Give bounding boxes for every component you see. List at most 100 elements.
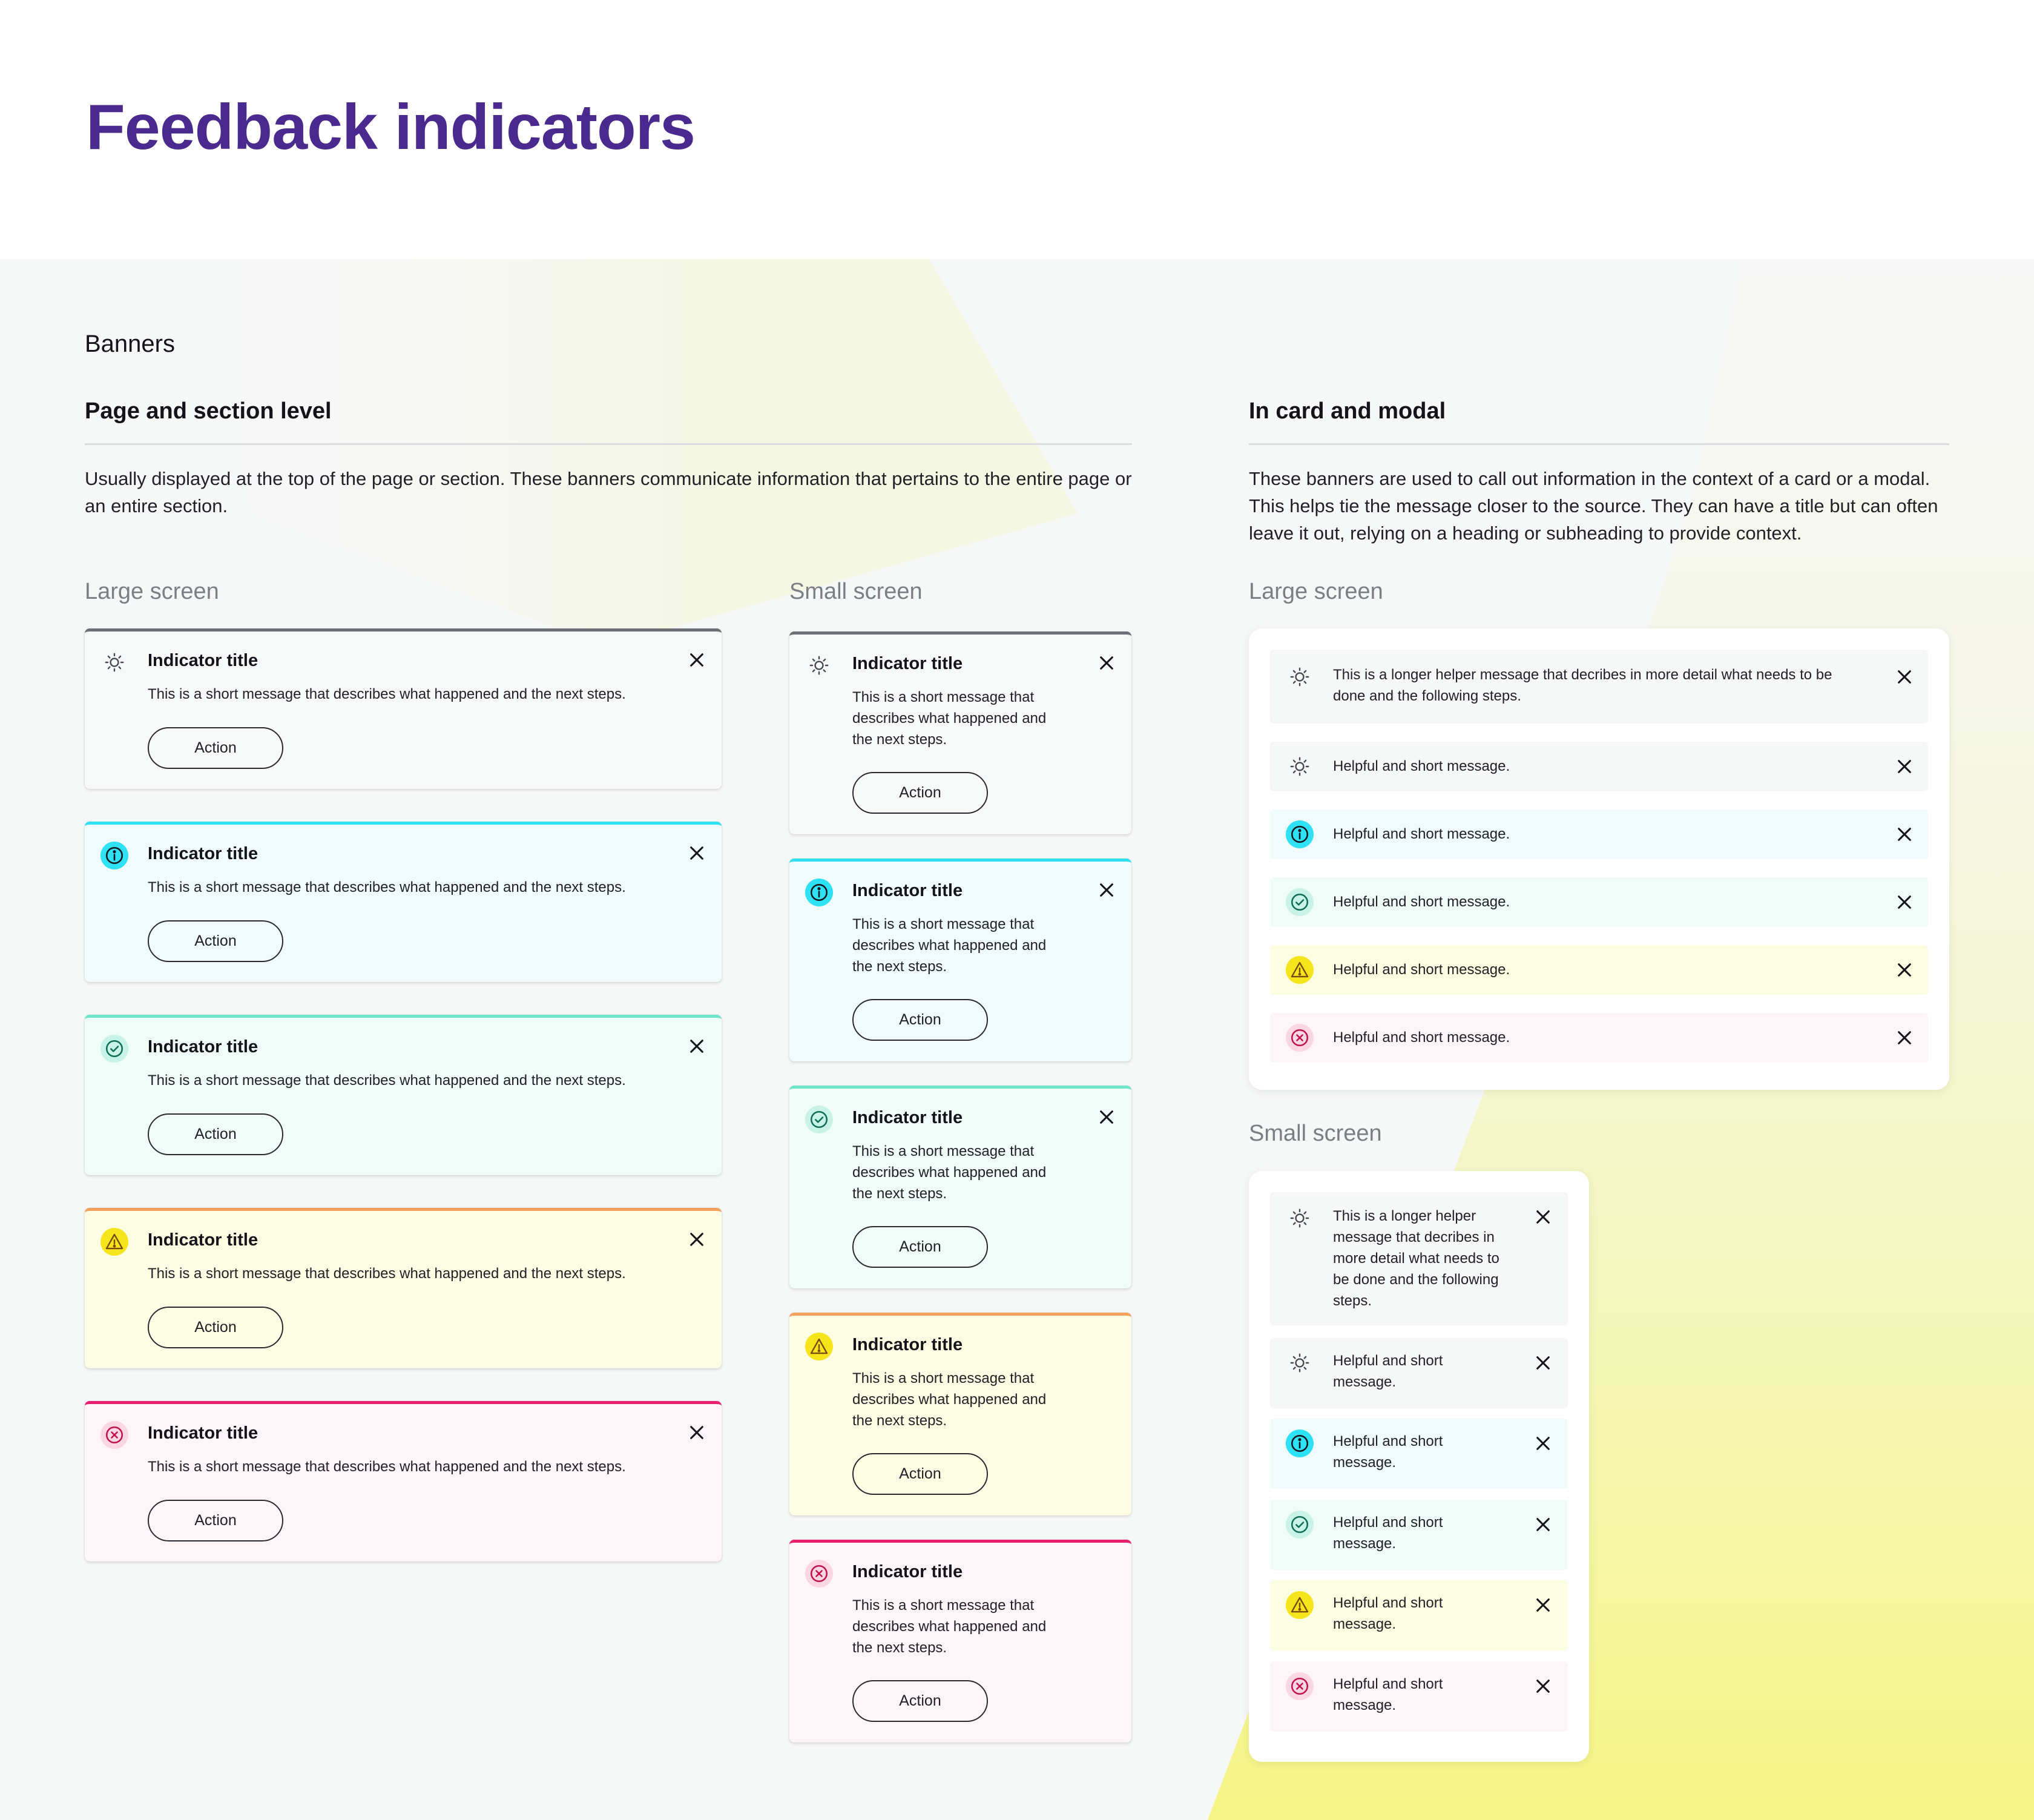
- banner-message: Helpful and short message.: [1333, 758, 1510, 774]
- banner-message: Helpful and short message.: [1333, 1029, 1510, 1046]
- banner-title: Indicator title: [852, 881, 963, 900]
- warning-triangle-icon: [100, 1228, 128, 1256]
- action-button[interactable]: Action: [852, 1453, 988, 1495]
- banner-neutral-large: Indicator title This is a short message …: [85, 628, 722, 789]
- action-button[interactable]: Action: [148, 920, 283, 962]
- close-icon[interactable]: [1891, 1024, 1918, 1052]
- page-level-heading: Page and section level: [85, 398, 332, 424]
- action-button[interactable]: Action: [148, 1307, 283, 1348]
- card-banner-warning: Helpful and short message.: [1270, 1580, 1568, 1650]
- action-button[interactable]: Action: [852, 772, 988, 814]
- close-icon[interactable]: [1093, 1103, 1121, 1131]
- banner-message: This is a short message that describes w…: [148, 879, 626, 895]
- close-icon[interactable]: [1891, 663, 1918, 691]
- lightbulb-icon: [1286, 1349, 1314, 1377]
- close-icon[interactable]: [683, 839, 711, 867]
- card-banner-success: Helpful and short message.: [1270, 877, 1928, 927]
- close-icon[interactable]: [683, 1032, 711, 1060]
- close-icon[interactable]: [1891, 753, 1918, 780]
- banner-message: This is a short message that describes w…: [852, 689, 1047, 748]
- close-icon[interactable]: [683, 1225, 711, 1253]
- banner-title: Indicator title: [852, 1335, 963, 1354]
- banner-message: Helpful and short message.: [1333, 1595, 1443, 1632]
- action-button[interactable]: Action: [852, 1680, 988, 1722]
- action-button[interactable]: Action: [852, 999, 988, 1041]
- error-circle-icon: [805, 1560, 833, 1588]
- action-button[interactable]: Action: [148, 1500, 283, 1541]
- close-icon[interactable]: [1891, 820, 1918, 848]
- lightbulb-icon: [1286, 663, 1314, 691]
- lightbulb-icon: [805, 651, 833, 679]
- page-small-screen-label: Small screen: [789, 579, 923, 604]
- banner-message: This is a short message that describes w…: [148, 1072, 626, 1089]
- banner-title: Indicator title: [148, 1423, 258, 1443]
- card-banner-neutral-long: This is a longer helper message that dec…: [1270, 650, 1928, 724]
- close-icon[interactable]: [1529, 1429, 1557, 1457]
- banner-success-large: Indicator title This is a short message …: [85, 1015, 722, 1175]
- card-level-description: These banners are used to call out infor…: [1249, 468, 1938, 544]
- banner-info-small: Indicator title This is a short message …: [789, 859, 1131, 1061]
- banner-message: Helpful and short message.: [1333, 961, 1510, 978]
- banner-success-small: Indicator title This is a short message …: [789, 1086, 1131, 1288]
- page-title: Feedback indicators: [86, 91, 696, 163]
- close-icon[interactable]: [1891, 888, 1918, 916]
- card-level-divider: [1249, 443, 1949, 445]
- page-level-divider: [85, 443, 1132, 445]
- close-icon[interactable]: [1529, 1349, 1557, 1377]
- banner-message: Helpful and short message.: [1333, 1353, 1443, 1390]
- error-circle-icon: [100, 1421, 128, 1449]
- card-banner-neutral: Helpful and short message.: [1270, 1338, 1568, 1408]
- banner-message: This is a short message that describes w…: [148, 1459, 626, 1475]
- close-icon[interactable]: [1093, 876, 1121, 904]
- warning-triangle-icon: [805, 1333, 833, 1360]
- warning-triangle-icon: [1286, 1591, 1314, 1619]
- warning-triangle-icon: [1286, 956, 1314, 984]
- banner-message: This is a short message that describes w…: [148, 686, 626, 702]
- lightbulb-icon: [100, 648, 128, 676]
- card-banner-info: Helpful and short message.: [1270, 1419, 1568, 1489]
- banner-warning-large: Indicator title This is a short message …: [85, 1208, 722, 1368]
- close-icon[interactable]: [683, 1419, 711, 1446]
- close-icon[interactable]: [1529, 1511, 1557, 1538]
- banner-title: Indicator title: [148, 844, 258, 863]
- card-banner-success: Helpful and short message.: [1270, 1500, 1568, 1570]
- banner-message: This is a longer helper message that dec…: [1333, 667, 1832, 704]
- action-button[interactable]: Action: [148, 1113, 283, 1155]
- banner-title: Indicator title: [148, 1037, 258, 1057]
- close-icon[interactable]: [1529, 1672, 1557, 1700]
- error-circle-icon: [1286, 1024, 1314, 1052]
- close-icon[interactable]: [1529, 1203, 1557, 1231]
- banner-message: This is a longer helper message that dec…: [1333, 1208, 1499, 1309]
- close-icon[interactable]: [683, 646, 711, 674]
- banner-message: This is a short message that describes w…: [852, 1143, 1047, 1202]
- info-icon: [100, 842, 128, 869]
- banner-message: This is a short message that describes w…: [852, 1370, 1047, 1429]
- action-button[interactable]: Action: [148, 727, 283, 769]
- banner-title: Indicator title: [852, 1108, 963, 1127]
- lightbulb-icon: [1286, 1204, 1314, 1232]
- action-button[interactable]: Action: [852, 1226, 988, 1268]
- banner-message: Helpful and short message.: [1333, 1433, 1443, 1471]
- card-banner-error: Helpful and short message.: [1270, 1661, 1568, 1732]
- close-icon[interactable]: [1093, 649, 1121, 677]
- close-icon[interactable]: [1529, 1591, 1557, 1619]
- check-circle-icon: [1286, 888, 1314, 916]
- page-level-description: Usually displayed at the top of the page…: [85, 468, 1132, 516]
- banner-info-large: Indicator title This is a short message …: [85, 822, 722, 982]
- banner-title: Indicator title: [148, 1230, 258, 1250]
- banner-error-small: Indicator title This is a short message …: [789, 1540, 1131, 1743]
- banner-message: Helpful and short message.: [1333, 826, 1510, 842]
- check-circle-icon: [100, 1035, 128, 1063]
- banner-message: Helpful and short message.: [1333, 1676, 1443, 1713]
- banner-message: This is a short message that describes w…: [852, 1597, 1047, 1656]
- close-icon[interactable]: [1891, 956, 1918, 984]
- card-banner-neutral-long: This is a longer helper message that dec…: [1270, 1192, 1568, 1325]
- info-icon: [805, 879, 833, 906]
- card-banner-warning: Helpful and short message.: [1270, 945, 1928, 995]
- card-level-heading: In card and modal: [1249, 398, 1446, 424]
- banner-message: This is a short message that describes w…: [852, 916, 1047, 975]
- banner-title: Indicator title: [148, 651, 258, 670]
- card-large-screen-label: Large screen: [1249, 579, 1383, 604]
- check-circle-icon: [1286, 1511, 1314, 1538]
- check-circle-icon: [805, 1106, 833, 1133]
